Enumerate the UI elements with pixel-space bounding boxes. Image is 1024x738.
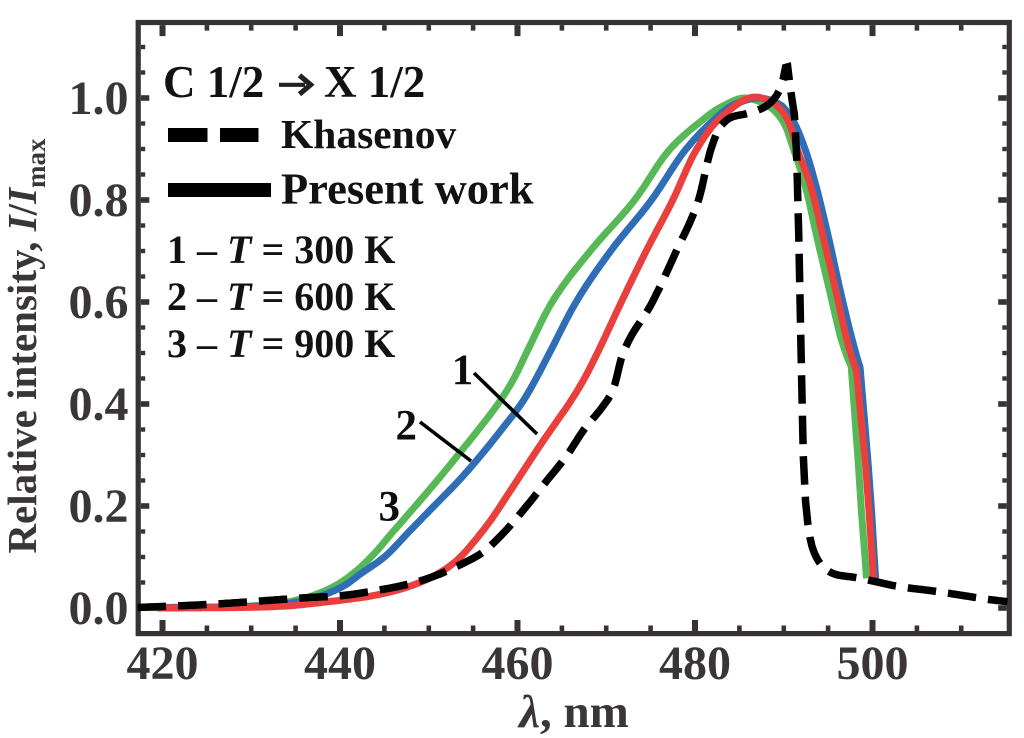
svg-text:0.0: 0.0	[69, 582, 129, 635]
svg-text:1: 1	[452, 347, 474, 394]
svg-text:1 – T = 300 K: 1 – T = 300 K	[167, 227, 395, 272]
svg-text:1.0: 1.0	[69, 72, 129, 125]
svg-text:Relative intensity, I/Imax: Relative intensity, I/Imax	[0, 138, 51, 554]
svg-text:440: 440	[304, 637, 376, 690]
svg-text:3 – T = 900 K: 3 – T = 900 K	[167, 321, 395, 366]
svg-text:Present work: Present work	[281, 164, 534, 214]
svg-text:λ, nm: λ, nm	[517, 686, 629, 738]
svg-text:X 1/2: X 1/2	[324, 57, 425, 107]
svg-text:460: 460	[482, 637, 554, 690]
svg-text:420: 420	[127, 637, 199, 690]
svg-text:480: 480	[659, 637, 731, 690]
svg-text:0.6: 0.6	[69, 276, 129, 329]
svg-text:500: 500	[837, 637, 909, 690]
svg-text:Khasenov: Khasenov	[281, 111, 457, 157]
svg-text:0.4: 0.4	[69, 378, 129, 431]
svg-text:2: 2	[396, 403, 418, 450]
svg-text:0.2: 0.2	[69, 480, 129, 533]
svg-text:0.8: 0.8	[69, 174, 129, 227]
svg-text:2 – T = 600 K: 2 – T = 600 K	[167, 274, 395, 319]
svg-text:3: 3	[378, 484, 400, 531]
svg-text:C 1/2: C 1/2	[163, 57, 264, 107]
